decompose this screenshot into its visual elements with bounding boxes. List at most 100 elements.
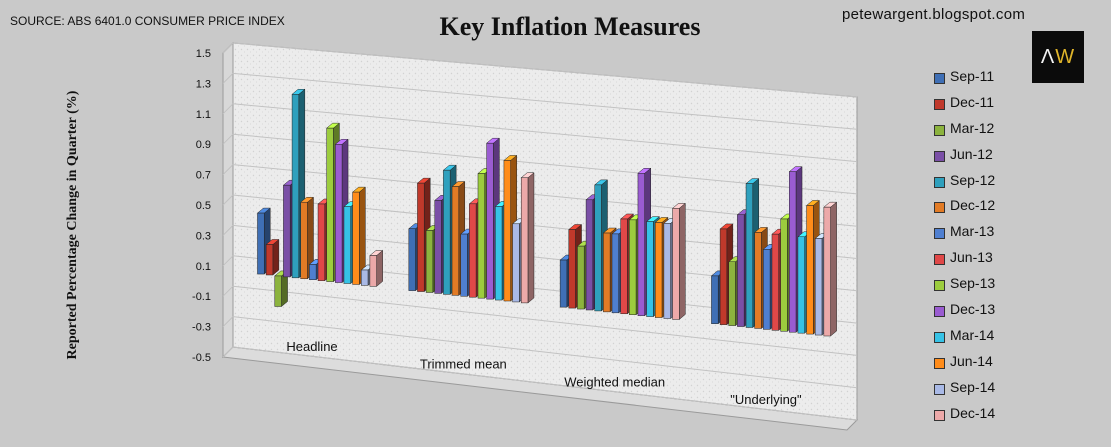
bar-front <box>672 208 680 320</box>
legend-swatch <box>934 331 945 343</box>
category-label: Headline <box>286 339 337 354</box>
legend-swatch <box>934 409 945 421</box>
legend-label: Dec-13 <box>950 301 996 318</box>
bar-front <box>434 200 442 294</box>
gridline-side <box>222 285 234 297</box>
bar-front <box>495 206 503 301</box>
legend-swatch <box>934 228 945 240</box>
bar-front <box>503 160 511 302</box>
bar-front <box>343 206 351 284</box>
legend-swatch <box>934 150 945 162</box>
gridline-side <box>222 316 234 327</box>
bar-front <box>417 182 425 292</box>
gridline-side <box>222 346 234 358</box>
bar <box>671 202 686 320</box>
bar-front <box>460 233 468 297</box>
blog-url[interactable]: petewargent.blogspot.com <box>842 6 1026 23</box>
bar-front <box>745 183 754 328</box>
bar-side <box>830 201 837 337</box>
bar-front <box>711 275 719 324</box>
legend-label: Mar-14 <box>950 326 995 343</box>
y-tick-label: 0.5 <box>196 200 211 212</box>
gridline-side <box>222 194 234 206</box>
bar-front <box>719 228 728 325</box>
bar-front <box>585 199 594 311</box>
legend-label: Jun-12 <box>950 145 993 162</box>
legend-swatch <box>934 254 945 266</box>
bar-front <box>283 184 291 278</box>
bar-front <box>577 245 585 310</box>
gridline-side <box>222 133 234 145</box>
bar-front <box>265 244 274 276</box>
bar-front <box>603 232 611 313</box>
category-label: "Underlying" <box>730 392 802 407</box>
legend-label: Sep-13 <box>950 275 996 292</box>
bar-front <box>646 221 654 317</box>
bar-front <box>408 228 416 291</box>
legend-label: Dec-14 <box>950 404 996 421</box>
gridline-side <box>222 73 234 84</box>
bar-front <box>291 94 300 279</box>
legend-swatch <box>934 357 945 369</box>
bar-front <box>654 222 663 318</box>
bar-front <box>326 127 334 282</box>
y-tick-label: -0.1 <box>192 291 211 303</box>
legend-label: Jun-13 <box>950 249 993 266</box>
bar-front <box>568 229 576 309</box>
bar-front <box>274 275 282 307</box>
legend-swatch <box>934 280 945 292</box>
bar-front <box>754 232 762 329</box>
y-tick-label: -0.3 <box>192 322 211 334</box>
bar-side <box>527 172 535 304</box>
bar-front <box>737 214 745 327</box>
logo-left-glyph: Λ <box>1040 46 1056 68</box>
gridline-side <box>222 225 234 236</box>
bar-front <box>369 255 377 287</box>
legend-label: Dec-11 <box>950 93 995 110</box>
bar-side <box>679 202 686 320</box>
category-label: Trimmed mean <box>420 357 507 372</box>
legend-label: Sep-14 <box>950 378 996 395</box>
bar-front <box>335 144 343 283</box>
y-tick-label: 1.1 <box>196 109 211 121</box>
y-tick-label: 0.9 <box>196 139 211 151</box>
bar-front <box>637 173 645 316</box>
bar-front <box>451 186 460 296</box>
bar-front <box>352 191 360 285</box>
gridline <box>232 103 858 163</box>
bar-front <box>361 269 369 286</box>
bar-front <box>728 261 736 326</box>
bar <box>369 249 384 287</box>
bar-front <box>789 171 797 333</box>
legend-label: Mar-13 <box>950 223 995 240</box>
bar-front <box>763 249 771 330</box>
bar <box>520 172 535 304</box>
source-note: SOURCE: ABS 6401.0 CONSUMER PRICE INDEX <box>10 14 285 28</box>
logo-right-glyph: W <box>1055 46 1076 68</box>
y-tick-label: 1.5 <box>196 48 211 60</box>
bar-front <box>797 236 805 334</box>
bar-front <box>486 142 494 300</box>
legend-swatch <box>934 176 945 188</box>
y-tick-label: 0.1 <box>196 261 211 273</box>
legend-label: Jun-14 <box>950 352 993 369</box>
gridline <box>232 285 858 356</box>
bar-front <box>771 233 779 331</box>
bar-front <box>309 264 317 280</box>
gridline-side <box>222 103 234 115</box>
gridline <box>232 316 858 389</box>
legend-label: Sep-11 <box>950 68 995 84</box>
category-label: Weighted median <box>564 374 665 389</box>
aw-logo: ΛW <box>1032 31 1084 83</box>
bar-front <box>594 184 602 312</box>
bar-front <box>512 223 520 303</box>
gridline <box>232 346 858 421</box>
bar-front <box>559 259 568 308</box>
bar-front <box>425 230 434 293</box>
bar-side <box>376 249 383 287</box>
bar-front <box>520 177 529 304</box>
bar <box>823 201 838 337</box>
bar-front <box>629 219 637 315</box>
